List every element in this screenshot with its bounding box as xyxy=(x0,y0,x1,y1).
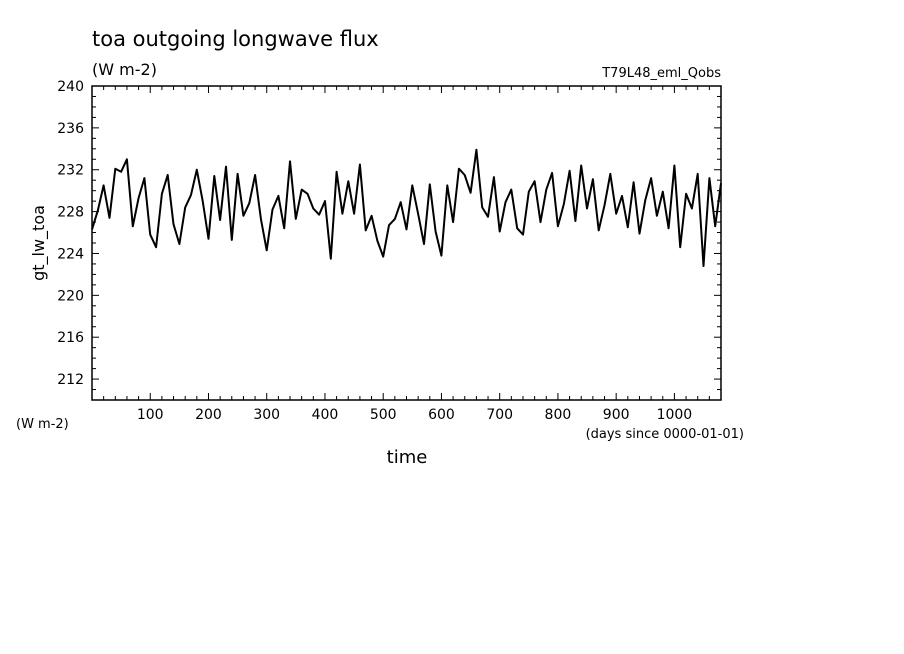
y-axis-ticks: 212 216 220 224 228 232 236 240 xyxy=(57,79,721,401)
series-line xyxy=(91,148,722,267)
y-tick-label: 240 xyxy=(57,79,84,95)
x-tick-label: 800 xyxy=(545,407,572,423)
y-axis-units: (W m-2) xyxy=(16,417,69,432)
x-tick-label: 700 xyxy=(486,407,513,423)
x-tick-label: 900 xyxy=(603,407,630,423)
y-tick-label: 212 xyxy=(57,372,84,388)
x-tick-label: 600 xyxy=(428,407,455,423)
x-tick-label: 500 xyxy=(370,407,397,423)
x-tick-label: 1000 xyxy=(657,407,693,423)
chart-subtitle: (W m-2) xyxy=(92,60,157,79)
x-tick-label: 100 xyxy=(137,407,164,423)
y-tick-label: 224 xyxy=(57,246,84,262)
y-tick-label: 232 xyxy=(57,163,84,179)
x-tick-label: 300 xyxy=(253,407,280,423)
y-tick-label: 236 xyxy=(57,121,84,137)
x-axis-ticks: 100 200 300 400 500 600 700 800 900 1000 xyxy=(103,86,710,423)
y-tick-label: 220 xyxy=(57,288,84,304)
y-tick-label: 216 xyxy=(57,330,84,346)
x-axis-units: (days since 0000-01-01) xyxy=(586,427,744,442)
y-tick-label: 228 xyxy=(57,205,84,221)
plot-frame xyxy=(91,85,722,401)
run-label: T79L48_eml_Qobs xyxy=(601,66,721,81)
x-axis-label: time xyxy=(387,447,428,468)
y-axis-label: gt_lw_toa xyxy=(29,205,49,281)
x-tick-label: 400 xyxy=(312,407,339,423)
x-tick-label: 200 xyxy=(195,407,222,423)
chart-title: toa outgoing longwave flux xyxy=(92,27,379,51)
